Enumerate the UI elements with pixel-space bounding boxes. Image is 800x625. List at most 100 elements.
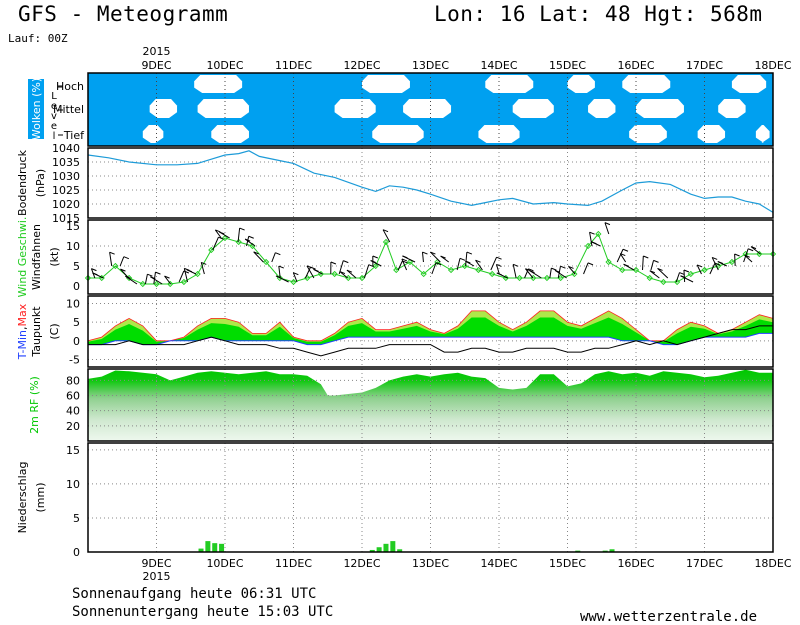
wind-barb-flag xyxy=(293,272,299,276)
bottom-day-label: 13DEC xyxy=(412,557,449,570)
wind-barb-flag xyxy=(496,263,502,267)
precip-bar xyxy=(369,549,375,552)
wind-barb xyxy=(583,262,589,275)
precip-bar xyxy=(390,541,396,552)
wind-barb-flag xyxy=(346,269,353,273)
wind-barb-flag xyxy=(164,275,170,279)
wind-barb xyxy=(109,252,113,267)
wind-speed-marker xyxy=(516,274,523,282)
wind-barb xyxy=(589,232,593,247)
temperature-axis-label: T-Min,Max xyxy=(16,303,29,360)
bottom-day-label: 16DEC xyxy=(617,557,654,570)
wind-speed-marker xyxy=(584,242,592,250)
precip-bar xyxy=(198,548,204,552)
wind-speed-marker xyxy=(673,278,681,286)
wind-barb-flag xyxy=(368,264,374,268)
wind-barb xyxy=(430,251,441,263)
wind-barb xyxy=(490,257,498,271)
wind-speed-marker xyxy=(180,278,188,286)
wind-speed-marker xyxy=(331,270,338,278)
wind-barb-flag xyxy=(123,256,130,260)
wind-barb xyxy=(164,275,172,285)
website-link[interactable]: www.wetterzentrale.de xyxy=(580,609,758,625)
wind-barb-flag xyxy=(649,270,656,274)
wind-barb-flag xyxy=(622,248,629,252)
wind-speed-marker xyxy=(194,270,201,278)
wind-speed-marker xyxy=(605,258,612,266)
wind-speed-marker xyxy=(358,274,366,282)
humidity-tick: 80 xyxy=(66,374,80,387)
clear-sky-patch xyxy=(372,125,424,143)
wind-barb-flag xyxy=(620,253,626,257)
pressure-line xyxy=(87,150,774,213)
wind-barb xyxy=(604,222,610,235)
wind-speed-marker xyxy=(756,250,763,258)
bottom-day-label: 17DEC xyxy=(686,557,723,570)
wind-speed-marker xyxy=(112,262,119,270)
pressure-tick: 1035 xyxy=(52,156,80,169)
wind-barb-flag xyxy=(568,266,574,269)
top-day-label: 17DEC xyxy=(686,59,723,72)
wind-barb-flag xyxy=(244,238,251,242)
temperature-label-part: , xyxy=(16,327,29,331)
level-letter: e xyxy=(51,101,57,112)
wind-barb-flag xyxy=(253,251,259,255)
precip-bar xyxy=(376,547,382,552)
wind-barb xyxy=(456,258,461,271)
wind-tick: 15 xyxy=(66,220,80,233)
wind-speed-marker xyxy=(687,270,694,278)
bottom-day-label: 10DEC xyxy=(206,557,243,570)
wind-barb-flag xyxy=(496,272,503,276)
wind-barb-flag xyxy=(275,252,281,256)
wind-barb-flag xyxy=(155,271,161,275)
temperature-tick: 0 xyxy=(73,335,80,348)
bottom-day-label: 12DEC xyxy=(343,557,380,570)
top-day-label: 10DEC xyxy=(206,59,243,72)
wind-barb-flag xyxy=(589,231,595,235)
top-day-label: 9DEC xyxy=(141,59,171,72)
clear-sky-patch xyxy=(512,99,554,118)
precip-axis-label: Niederschlag xyxy=(16,462,29,534)
wind-speed-marker xyxy=(290,278,297,286)
precip-bar xyxy=(205,541,211,552)
wind-barb-flag xyxy=(430,251,436,255)
top-day-label: 16DEC xyxy=(617,59,654,72)
wind-barb-flag xyxy=(696,264,703,268)
temperature-tick: -5 xyxy=(69,354,80,367)
wind-barb-flag xyxy=(370,260,376,263)
clear-sky-patch xyxy=(636,99,684,118)
precip-bar xyxy=(609,549,615,552)
wind-barb xyxy=(475,259,483,271)
temperature-unit-label: (C) xyxy=(48,323,61,339)
wind-barb-flag xyxy=(125,275,131,279)
wind-barb-flag xyxy=(92,272,98,276)
wind-barb-flag xyxy=(120,268,126,272)
wind-barb xyxy=(650,260,655,271)
wind-speed-marker xyxy=(221,234,229,242)
temp-range-band xyxy=(88,317,773,345)
wind-barb-flag xyxy=(551,267,557,271)
precip-bar xyxy=(397,549,403,552)
clear-sky-patch xyxy=(567,75,595,93)
wind-barb-flag xyxy=(683,269,690,273)
level-letter: l xyxy=(53,131,56,142)
wind-speed-line xyxy=(88,233,773,285)
humidity-tick: 60 xyxy=(66,390,80,403)
wind-speed-marker xyxy=(543,274,551,282)
wind-barb-flag xyxy=(711,256,718,260)
wind-barb xyxy=(214,229,222,239)
wind-barb xyxy=(397,260,403,271)
precip-bar xyxy=(219,543,225,552)
humidity-tick: 20 xyxy=(66,420,80,433)
pressure-axis-label: Bodendruck xyxy=(16,149,29,216)
wind-barb-flag xyxy=(747,248,754,252)
bottom-day-label: 18DEC xyxy=(754,557,791,570)
wind-barb xyxy=(709,262,716,275)
wind-barb-flag xyxy=(313,268,319,272)
clear-sky-patch xyxy=(485,75,534,93)
clear-sky-patch xyxy=(755,125,770,143)
wind-speed-marker xyxy=(447,266,455,274)
wind-barb-flag xyxy=(744,254,750,258)
wind-barb xyxy=(119,256,125,267)
clear-sky-patch xyxy=(362,75,410,93)
